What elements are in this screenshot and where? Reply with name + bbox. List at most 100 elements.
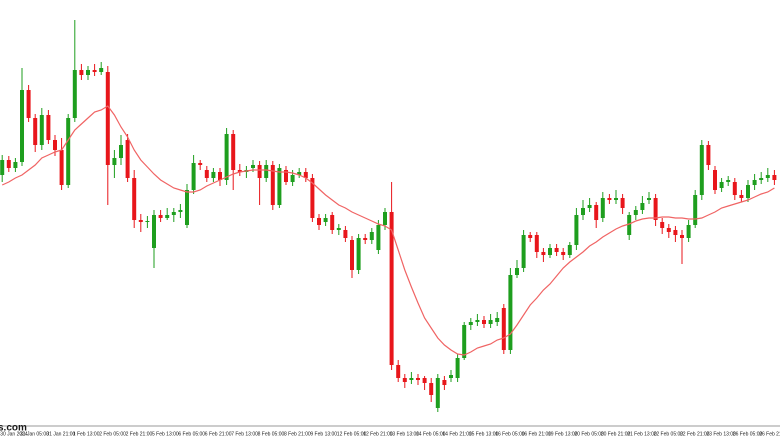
candle-body bbox=[350, 240, 354, 270]
candle-body bbox=[765, 175, 770, 178]
candle-body bbox=[746, 185, 750, 198]
candle-body bbox=[310, 178, 315, 218]
x-tick-label: 15 Feb 13:00 bbox=[469, 431, 499, 437]
candle-body bbox=[389, 212, 394, 365]
candle-body bbox=[772, 175, 777, 180]
x-tick-label: 31 Jan 05:00 bbox=[20, 431, 49, 437]
candle-body bbox=[594, 205, 599, 220]
candle-body bbox=[752, 180, 757, 185]
candle-body bbox=[673, 230, 678, 235]
candle-body bbox=[92, 70, 97, 72]
candle-body bbox=[680, 235, 684, 238]
candle-body bbox=[323, 218, 328, 222]
candle-body bbox=[33, 118, 38, 145]
candle-body bbox=[567, 245, 572, 255]
candle-body bbox=[620, 198, 625, 208]
candle-body bbox=[574, 215, 579, 245]
candle-body bbox=[561, 252, 566, 255]
candle-body bbox=[501, 308, 506, 350]
candle-body bbox=[488, 320, 493, 324]
x-tick-label: 12 Feb 05:00 bbox=[337, 431, 367, 437]
candle-body bbox=[204, 170, 209, 178]
candle-body bbox=[224, 134, 229, 180]
plot bbox=[0, 20, 777, 412]
candle-body bbox=[145, 221, 150, 222]
x-tick-label: 31 Jan 21:00 bbox=[46, 431, 75, 437]
candle-body bbox=[257, 165, 262, 178]
candle-body bbox=[614, 198, 618, 200]
candle-body bbox=[640, 203, 645, 210]
candle-body bbox=[693, 195, 698, 225]
candle-body bbox=[119, 145, 123, 158]
candle-body bbox=[336, 228, 341, 230]
x-tick-label: 8 Feb 05:00 bbox=[258, 431, 285, 437]
candle-body bbox=[303, 172, 308, 178]
candle-body bbox=[99, 68, 104, 72]
candle-body bbox=[59, 150, 64, 185]
candle-body bbox=[26, 90, 31, 118]
x-tick-label: 12 Feb 21:00 bbox=[363, 431, 393, 437]
candle-body bbox=[132, 178, 137, 220]
candle-body bbox=[442, 380, 447, 385]
candle-body bbox=[165, 215, 170, 218]
candle-body bbox=[462, 325, 467, 358]
candle-body bbox=[125, 140, 130, 178]
candle-body bbox=[633, 210, 638, 215]
x-tick-label: 14 Feb 05:00 bbox=[416, 431, 446, 437]
candle-body bbox=[79, 70, 84, 75]
candle-body bbox=[719, 182, 724, 188]
candle-body bbox=[449, 375, 453, 378]
x-tick-label: 26 Feb 21:00 bbox=[759, 431, 780, 437]
candle-body bbox=[66, 118, 71, 185]
candle-body bbox=[198, 163, 203, 165]
candle-body bbox=[653, 198, 658, 220]
candle-body bbox=[152, 215, 156, 248]
candle-body bbox=[587, 205, 592, 208]
candle-body bbox=[732, 182, 737, 195]
candle-body bbox=[185, 190, 189, 225]
x-tick-label: 5 Feb 13:00 bbox=[152, 431, 179, 437]
candle-body bbox=[6, 160, 11, 168]
candle-body bbox=[369, 232, 374, 240]
candle-body bbox=[402, 378, 407, 382]
x-tick-label: 13 Feb 13:00 bbox=[390, 431, 420, 437]
x-tick-label: 23 Feb 13:00 bbox=[706, 431, 736, 437]
candle-body bbox=[548, 248, 552, 255]
x-tick-label: 1 Feb 13:00 bbox=[73, 431, 100, 437]
candle-body bbox=[270, 165, 275, 205]
candle-body bbox=[290, 175, 295, 182]
x-tick-label: 16 Feb 21:00 bbox=[522, 431, 552, 437]
candle-body bbox=[383, 212, 387, 225]
candle-body bbox=[264, 165, 269, 178]
candle-body bbox=[13, 162, 18, 168]
x-tick-label: 20 Feb 21:00 bbox=[601, 431, 631, 437]
candle-body bbox=[297, 172, 302, 175]
candle-body bbox=[105, 72, 110, 165]
candle-body bbox=[171, 212, 176, 215]
candle-body bbox=[251, 165, 255, 168]
candle-body bbox=[178, 210, 183, 212]
candle-body bbox=[759, 178, 764, 180]
candle-body bbox=[528, 235, 533, 238]
candle-body bbox=[191, 163, 196, 190]
candle-body bbox=[515, 268, 519, 275]
x-tick-label: 21 Feb 13:00 bbox=[627, 431, 657, 437]
candle-body bbox=[554, 248, 559, 252]
watermark: s.com bbox=[0, 423, 27, 434]
candle-body bbox=[231, 134, 236, 170]
candle-body bbox=[600, 198, 605, 218]
candle-body bbox=[277, 168, 282, 205]
candle-body bbox=[46, 115, 51, 140]
x-tick-label: 14 Feb 21:00 bbox=[442, 431, 472, 437]
candle-body bbox=[508, 275, 513, 350]
candle-body bbox=[607, 198, 612, 200]
candle-body bbox=[429, 383, 434, 395]
x-tick-label: 22 Feb 21:00 bbox=[680, 431, 710, 437]
candle-body bbox=[20, 90, 24, 162]
x-tick-label: 22 Feb 05:00 bbox=[654, 431, 684, 437]
candle-body bbox=[72, 70, 77, 118]
x-tick-label: 8 Feb 21:00 bbox=[284, 431, 311, 437]
candle-body bbox=[726, 180, 731, 182]
candle-body bbox=[53, 140, 57, 150]
